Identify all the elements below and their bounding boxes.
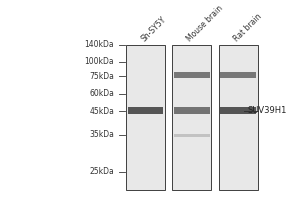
Bar (174, 134, 210, 137)
Text: 35kDa: 35kDa (89, 130, 114, 139)
Text: 45kDa: 45kDa (89, 107, 114, 116)
Bar (174, 107, 210, 114)
Bar (128, 107, 164, 114)
Text: Rat brain: Rat brain (232, 12, 263, 43)
Bar (219, 45, 257, 190)
Text: Sh-SY5Y: Sh-SY5Y (139, 15, 168, 43)
Text: 60kDa: 60kDa (89, 89, 114, 98)
Bar (126, 45, 165, 190)
Text: 140kDa: 140kDa (85, 40, 114, 49)
Text: 100kDa: 100kDa (85, 57, 114, 66)
Bar (174, 72, 210, 78)
Text: 25kDa: 25kDa (89, 167, 114, 176)
Text: 75kDa: 75kDa (89, 72, 114, 81)
Text: Mouse brain: Mouse brain (185, 4, 225, 43)
Bar (220, 72, 256, 78)
Text: SUV39H1: SUV39H1 (247, 106, 286, 115)
Bar (220, 107, 256, 114)
Bar (172, 45, 211, 190)
